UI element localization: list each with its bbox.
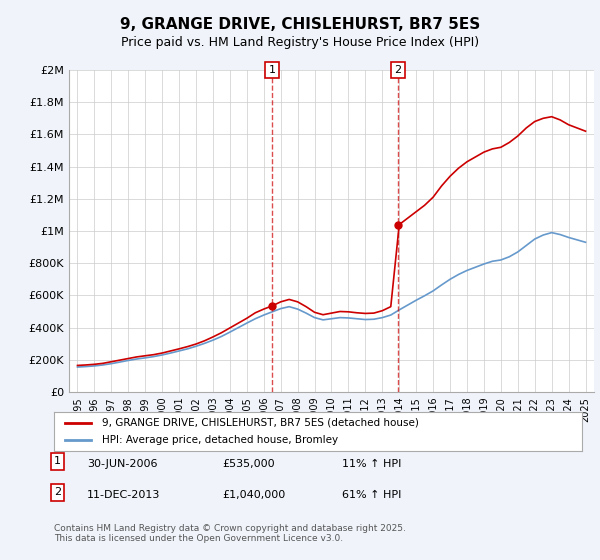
Text: 2: 2	[394, 65, 401, 75]
Text: 11% ↑ HPI: 11% ↑ HPI	[342, 459, 401, 469]
Text: 11-DEC-2013: 11-DEC-2013	[87, 490, 160, 500]
Text: 9, GRANGE DRIVE, CHISLEHURST, BR7 5ES: 9, GRANGE DRIVE, CHISLEHURST, BR7 5ES	[120, 17, 480, 32]
Text: 1: 1	[54, 456, 61, 466]
Text: £1,040,000: £1,040,000	[222, 490, 285, 500]
Text: 61% ↑ HPI: 61% ↑ HPI	[342, 490, 401, 500]
Text: 30-JUN-2006: 30-JUN-2006	[87, 459, 157, 469]
Text: Price paid vs. HM Land Registry's House Price Index (HPI): Price paid vs. HM Land Registry's House …	[121, 36, 479, 49]
Text: £535,000: £535,000	[222, 459, 275, 469]
Text: 9, GRANGE DRIVE, CHISLEHURST, BR7 5ES (detached house): 9, GRANGE DRIVE, CHISLEHURST, BR7 5ES (d…	[101, 418, 418, 428]
Text: Contains HM Land Registry data © Crown copyright and database right 2025.
This d: Contains HM Land Registry data © Crown c…	[54, 524, 406, 543]
Text: HPI: Average price, detached house, Bromley: HPI: Average price, detached house, Brom…	[101, 435, 338, 445]
Text: 1: 1	[269, 65, 276, 75]
Text: 2: 2	[54, 487, 61, 497]
